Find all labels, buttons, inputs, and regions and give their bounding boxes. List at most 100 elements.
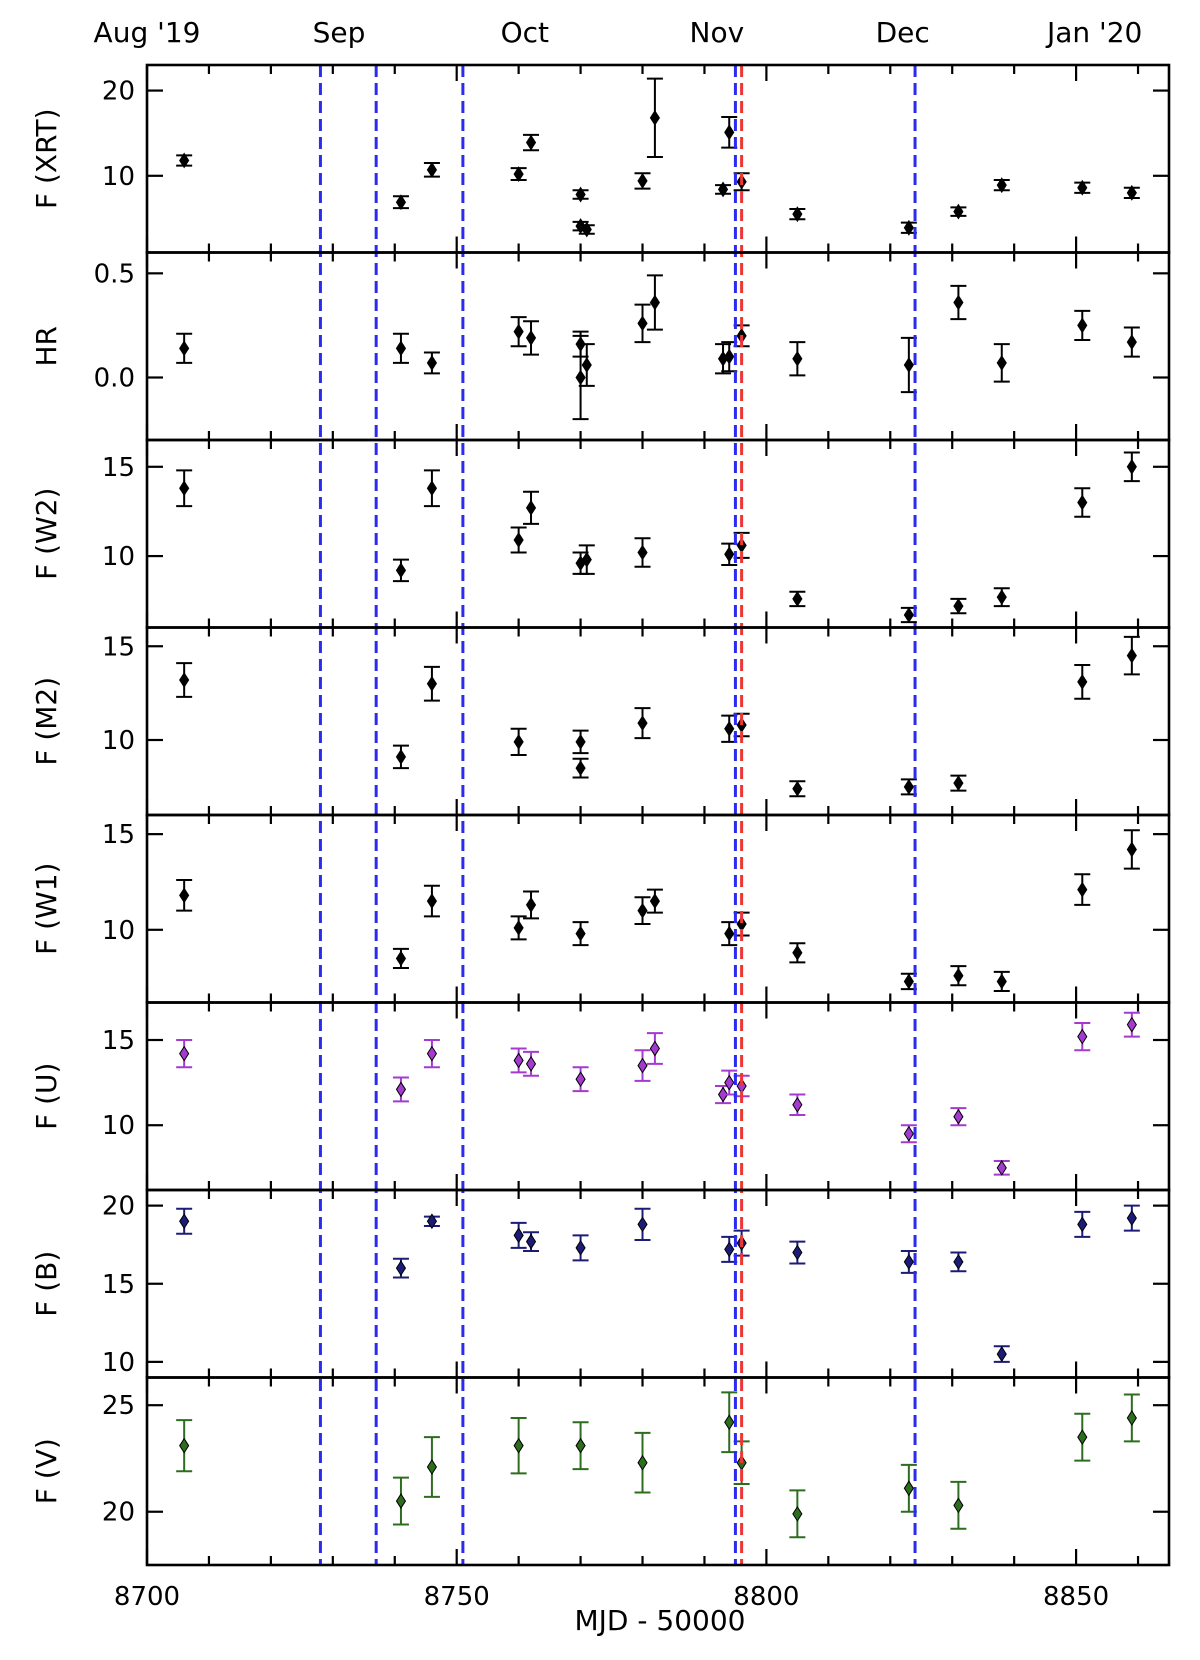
diamond-marker — [903, 219, 914, 236]
diamond-marker — [395, 748, 407, 765]
diamond-marker — [179, 340, 190, 357]
diamond-marker — [996, 973, 1007, 990]
month-label: Sep — [313, 16, 366, 49]
diamond-marker — [179, 1045, 190, 1062]
data-point — [634, 1049, 651, 1082]
data-point — [634, 172, 651, 190]
panel-8: F (V) 20 25 — [30, 1377, 1169, 1565]
data-point — [423, 351, 440, 375]
y-tick-label: 20 — [102, 1498, 135, 1528]
diamond-marker — [637, 1216, 648, 1233]
data-point — [392, 558, 409, 583]
diamond-marker — [724, 546, 735, 563]
diamond-marker — [575, 733, 586, 750]
diamond-marker — [426, 161, 438, 178]
diamond-marker — [395, 194, 407, 211]
diamond-marker — [792, 944, 803, 961]
diamond-marker — [792, 1505, 803, 1522]
data-point — [572, 1421, 589, 1471]
diamond-marker — [903, 1125, 914, 1142]
month-label: Aug '19 — [94, 16, 201, 49]
data-point — [1074, 873, 1091, 906]
diamond-marker — [179, 887, 190, 904]
diamond-marker — [179, 152, 190, 169]
data-point — [510, 526, 527, 554]
month-label: Jan '20 — [1045, 16, 1142, 49]
data-point — [510, 727, 527, 756]
diamond-marker — [996, 1159, 1007, 1176]
month-labels: Aug '19 Sep Oct Nov Dec Jan '20 — [94, 16, 1143, 49]
data-point — [721, 115, 738, 149]
diamond-marker — [996, 1346, 1007, 1362]
diamond-marker — [525, 329, 537, 346]
panel-5: F (W1) 10 15 — [30, 815, 1169, 1003]
diamond-marker — [525, 1233, 537, 1250]
y-axis-label: F (W2) — [30, 488, 63, 580]
diamond-marker — [903, 1253, 914, 1270]
data-point — [176, 879, 193, 912]
diamond-marker — [792, 350, 803, 367]
diamond-marker — [637, 902, 648, 919]
diamond-marker — [525, 1055, 537, 1072]
y-axis-label: F (XRT) — [30, 108, 63, 209]
diamond-marker — [724, 1241, 735, 1258]
data-point — [950, 965, 967, 987]
data-point — [993, 1345, 1010, 1363]
y-tick-label: 0.5 — [94, 259, 135, 289]
diamond-marker — [426, 1045, 438, 1062]
y-tick-label: 10 — [102, 916, 135, 946]
x-axis-label: MJD - 50000 — [575, 1604, 746, 1637]
diamond-marker — [513, 1227, 524, 1244]
data-point — [993, 1159, 1010, 1176]
data-point — [510, 1047, 527, 1074]
diamond-marker — [426, 354, 438, 371]
diamond-marker — [575, 186, 586, 203]
data-point — [510, 915, 527, 941]
data-point — [523, 133, 540, 152]
data-point — [646, 77, 663, 159]
diamond-marker — [575, 369, 586, 386]
panel-3: F (W2) 10 15 — [30, 440, 1169, 628]
data-point — [646, 1032, 663, 1065]
diamond-marker — [395, 1260, 407, 1277]
data-point — [1123, 451, 1140, 483]
diamond-marker — [717, 181, 729, 198]
y-tick-label: 20 — [102, 1192, 135, 1222]
y-tick-label: 15 — [102, 820, 135, 850]
panel-frame — [145, 626, 1171, 817]
data-point — [789, 341, 806, 377]
x-axis: MJD - 50000 8700 8750 8800 8850 — [114, 1582, 1109, 1637]
data-point — [423, 884, 440, 918]
data-point — [634, 1431, 651, 1494]
diamond-marker — [1126, 458, 1137, 475]
data-point — [392, 194, 409, 211]
diamond-marker — [649, 1040, 660, 1057]
data-point — [789, 1093, 806, 1116]
diamond-marker — [953, 775, 964, 792]
data-point — [423, 665, 440, 702]
data-point — [392, 332, 409, 364]
diamond-marker — [637, 315, 648, 332]
diamond-marker — [637, 172, 648, 189]
data-point — [510, 316, 527, 348]
data-point — [950, 203, 967, 220]
diamond-marker — [1126, 334, 1137, 351]
diamond-marker — [1077, 1216, 1088, 1233]
data-point — [572, 1234, 589, 1262]
data-point — [1074, 487, 1091, 518]
data-point — [1074, 1210, 1091, 1238]
diamond-marker — [395, 1081, 407, 1098]
diamond-marker — [953, 1253, 964, 1270]
data-point — [789, 590, 806, 608]
diamond-marker — [903, 357, 914, 373]
diamond-marker — [513, 166, 524, 183]
diamond-marker — [581, 357, 592, 373]
data-point — [578, 544, 595, 575]
diamond-marker — [525, 134, 537, 151]
diamond-marker — [792, 591, 803, 607]
data-point — [1123, 1204, 1140, 1232]
diamond-marker — [903, 1480, 914, 1497]
y-tick-label: 15 — [102, 453, 135, 483]
data-point — [634, 537, 651, 568]
